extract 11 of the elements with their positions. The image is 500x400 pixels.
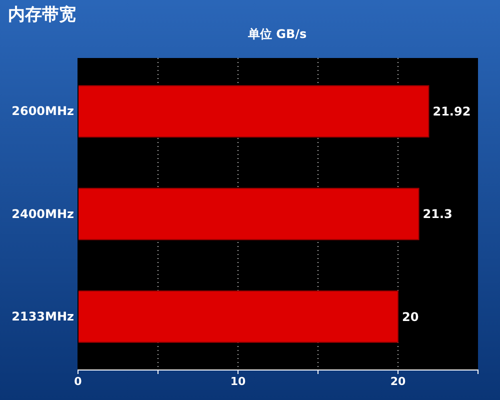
x-tick-label: 0	[74, 374, 82, 388]
y-tick-label: 2600MHz	[12, 104, 74, 118]
y-tick-label: 2400MHz	[12, 206, 74, 221]
data-label: 20	[402, 310, 419, 324]
y-tick-label: 2133MHz	[12, 309, 74, 324]
x-tick-label: 20	[390, 374, 406, 388]
chart-subtitle: 单位 GB/s	[247, 27, 307, 41]
data-label: 21.3	[422, 207, 452, 222]
data-label: 21.92	[432, 104, 471, 119]
chart-title: 内存带宽	[8, 5, 76, 25]
x-tick-label: 10	[230, 374, 246, 388]
